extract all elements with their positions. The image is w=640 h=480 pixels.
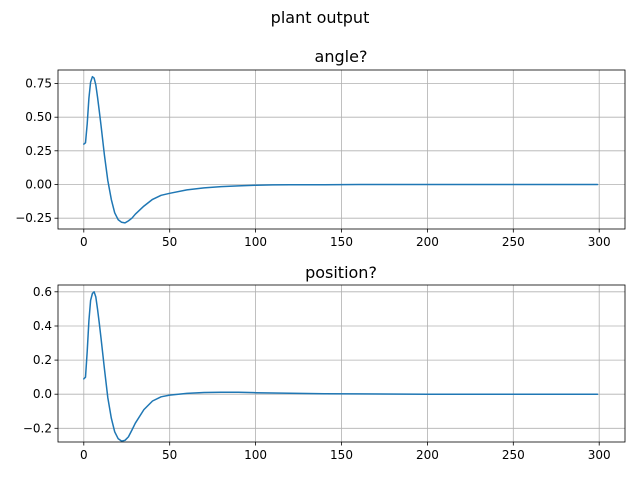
subplot-angle: angle? 0 50 100 150 200 250 300 −0.25 0.00 0.25 0.… [15,47,626,250]
tick-layer: 0 50 100 150 200 250 300 −0.25 0.00 0.25 0.50 0.75 [15,77,610,250]
x-tick-label: 200 [416,235,439,249]
tick-layer: 0 50 100 150 200 250 300 −0.2 0.0 0.2 0.4 0.6 [23,285,611,462]
x-tick-label: 50 [162,448,177,462]
x-tick-label: 300 [588,235,611,249]
series-layer [83,75,599,224]
x-tick-label: 250 [502,235,525,249]
x-tick-label: 0 [80,235,88,249]
subplot-title: angle? [315,47,368,66]
x-tick-label: 100 [244,448,267,462]
y-tick-label: 0.2 [33,353,52,367]
y-tick-label: −0.2 [23,421,52,435]
grid [58,285,625,442]
x-tick-label: 0 [80,448,88,462]
y-tick-label: 0.0 [33,387,52,401]
x-tick-label: 150 [330,235,353,249]
y-tick-label: 0.50 [25,110,52,124]
series-line [83,291,599,442]
y-tick-label: 0.00 [25,178,52,192]
y-tick-label: 0.75 [25,77,52,91]
subplot-position: position? 0 50 100 150 200 250 300 −0.2 0.0 0.2 0.… [23,263,626,462]
x-tick-label: 300 [588,448,611,462]
series-layer [83,291,599,442]
y-tick-label: −0.25 [15,211,52,225]
x-tick-label: 100 [244,235,267,249]
y-tick-label: 0.4 [33,319,52,333]
figure-suptitle: plant output [271,8,370,27]
y-tick-label: 0.25 [25,144,52,158]
x-tick-label: 50 [162,235,177,249]
y-tick-label: 0.6 [33,285,52,299]
x-tick-label: 250 [502,448,525,462]
subplot-title: position? [305,263,377,282]
x-tick-label: 200 [416,448,439,462]
series-line [83,75,599,224]
x-tick-label: 150 [330,448,353,462]
